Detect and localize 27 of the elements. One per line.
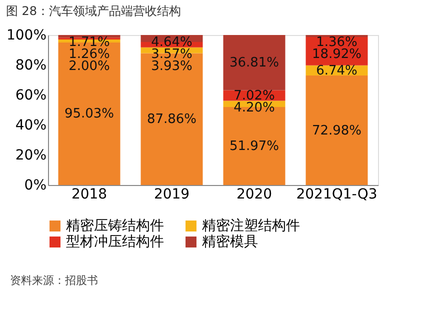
y-tick-label: 60%: [15, 88, 46, 104]
bar: [306, 76, 368, 185]
legend-label: 精密模具: [202, 234, 258, 250]
legend-label: 精密注塑结构件: [202, 218, 300, 234]
legend-label: 精密压铸结构件: [66, 218, 164, 234]
text: 资料来源：招股书: [10, 274, 98, 287]
data-label: 36.81%: [229, 56, 280, 71]
chart-title: 图 28：汽车领域产品端营收结构: [6, 4, 182, 18]
y-tick-label: 40%: [15, 118, 46, 134]
data-label: 51.97%: [229, 139, 280, 154]
x-tick-label: 2018: [71, 186, 108, 202]
data-label: 3.93%: [151, 58, 192, 74]
bar: [223, 35, 286, 90]
y-tick-label: 80%: [15, 58, 46, 74]
data-label: 2.00%: [68, 58, 110, 74]
y-tick-label: 100%: [6, 28, 46, 44]
x-tick-label: 2019: [154, 186, 190, 202]
data-label: 72.98%: [312, 123, 362, 138]
data-label: 4.20%: [234, 100, 275, 116]
data-label: 95.03%: [64, 106, 114, 122]
legend-label: 型材冲压结构件: [66, 234, 164, 250]
data-label: 87.86%: [146, 112, 197, 128]
y-tick-label: 20%: [15, 148, 46, 164]
data-label: 6.74%: [316, 63, 358, 78]
x-tick-label: 2020: [236, 186, 272, 202]
x-tick-label: 2021Q1-Q3: [296, 186, 378, 202]
y-tick-label: 0%: [24, 178, 46, 194]
